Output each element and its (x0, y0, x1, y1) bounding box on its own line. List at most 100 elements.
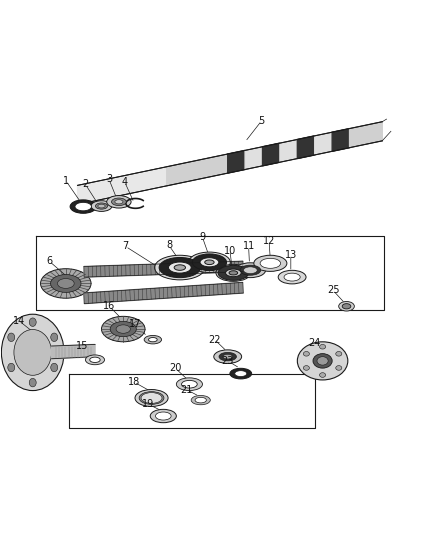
Ellipse shape (29, 378, 36, 387)
Text: 8: 8 (166, 240, 172, 251)
Text: 18: 18 (128, 377, 140, 387)
Ellipse shape (14, 329, 52, 375)
Ellipse shape (85, 355, 105, 365)
Text: 23: 23 (222, 356, 234, 366)
Polygon shape (262, 143, 280, 166)
Ellipse shape (110, 321, 136, 337)
Text: 1: 1 (63, 175, 69, 185)
Ellipse shape (297, 342, 348, 380)
Ellipse shape (135, 390, 168, 407)
Ellipse shape (174, 265, 186, 270)
Text: 4: 4 (121, 176, 127, 187)
Polygon shape (315, 132, 332, 155)
Ellipse shape (230, 368, 252, 379)
Ellipse shape (91, 201, 112, 212)
Ellipse shape (177, 378, 202, 391)
Ellipse shape (214, 350, 242, 364)
Ellipse shape (50, 274, 81, 293)
Ellipse shape (304, 351, 309, 356)
Ellipse shape (200, 257, 219, 267)
Ellipse shape (141, 393, 162, 403)
Ellipse shape (159, 257, 201, 278)
Ellipse shape (107, 196, 131, 208)
Ellipse shape (216, 264, 251, 281)
Ellipse shape (191, 395, 210, 405)
Text: 5: 5 (258, 116, 265, 126)
Text: 7: 7 (122, 241, 128, 252)
Polygon shape (84, 261, 243, 277)
Ellipse shape (57, 279, 74, 288)
Ellipse shape (8, 364, 15, 372)
Text: 15: 15 (76, 341, 88, 351)
Ellipse shape (223, 354, 233, 359)
Ellipse shape (188, 252, 230, 272)
Polygon shape (52, 344, 95, 359)
Ellipse shape (139, 392, 164, 405)
Ellipse shape (102, 317, 145, 342)
Ellipse shape (313, 353, 332, 368)
Ellipse shape (260, 259, 281, 268)
Ellipse shape (90, 357, 100, 362)
Ellipse shape (155, 412, 171, 420)
Ellipse shape (336, 366, 342, 370)
Ellipse shape (219, 352, 237, 361)
Ellipse shape (320, 373, 325, 377)
Text: 9: 9 (199, 232, 205, 243)
Polygon shape (350, 122, 382, 148)
Ellipse shape (235, 370, 247, 376)
Ellipse shape (169, 262, 191, 273)
Polygon shape (167, 154, 228, 186)
Ellipse shape (98, 204, 105, 208)
Ellipse shape (339, 302, 354, 311)
Text: 11: 11 (243, 241, 255, 252)
Ellipse shape (320, 344, 325, 349)
Text: 25: 25 (327, 285, 339, 295)
Ellipse shape (150, 409, 177, 423)
Text: 17: 17 (129, 319, 141, 329)
Ellipse shape (254, 255, 287, 271)
Ellipse shape (218, 265, 249, 280)
Ellipse shape (75, 203, 92, 211)
Ellipse shape (70, 200, 96, 213)
Ellipse shape (29, 318, 36, 326)
Text: 12: 12 (263, 236, 275, 246)
Ellipse shape (235, 263, 265, 278)
Polygon shape (78, 122, 382, 205)
Ellipse shape (336, 351, 342, 356)
Ellipse shape (144, 335, 162, 344)
Ellipse shape (148, 337, 157, 342)
Ellipse shape (192, 254, 226, 271)
Text: 6: 6 (46, 256, 52, 266)
Ellipse shape (226, 269, 241, 277)
Polygon shape (228, 150, 245, 173)
Polygon shape (332, 128, 350, 151)
Text: 2: 2 (82, 179, 88, 189)
Ellipse shape (317, 357, 328, 365)
Text: 24: 24 (308, 338, 321, 349)
Text: 14: 14 (13, 316, 25, 326)
Text: 20: 20 (170, 364, 182, 373)
Text: 22: 22 (208, 335, 221, 345)
Ellipse shape (284, 273, 300, 281)
Ellipse shape (304, 366, 309, 370)
Ellipse shape (115, 200, 123, 204)
Ellipse shape (182, 381, 197, 388)
Ellipse shape (278, 270, 306, 284)
Ellipse shape (41, 269, 91, 298)
Text: 10: 10 (224, 246, 236, 256)
Ellipse shape (229, 271, 238, 275)
Text: 3: 3 (106, 174, 112, 184)
Ellipse shape (116, 325, 131, 333)
Ellipse shape (8, 333, 15, 342)
Text: 21: 21 (180, 384, 193, 394)
Text: 16: 16 (103, 301, 116, 311)
Text: 13: 13 (285, 250, 297, 260)
Ellipse shape (51, 364, 58, 372)
Polygon shape (280, 140, 297, 162)
Ellipse shape (244, 267, 257, 273)
Ellipse shape (95, 203, 108, 209)
Ellipse shape (112, 198, 126, 206)
Ellipse shape (155, 255, 205, 280)
Ellipse shape (51, 333, 58, 342)
Text: 19: 19 (142, 399, 155, 409)
